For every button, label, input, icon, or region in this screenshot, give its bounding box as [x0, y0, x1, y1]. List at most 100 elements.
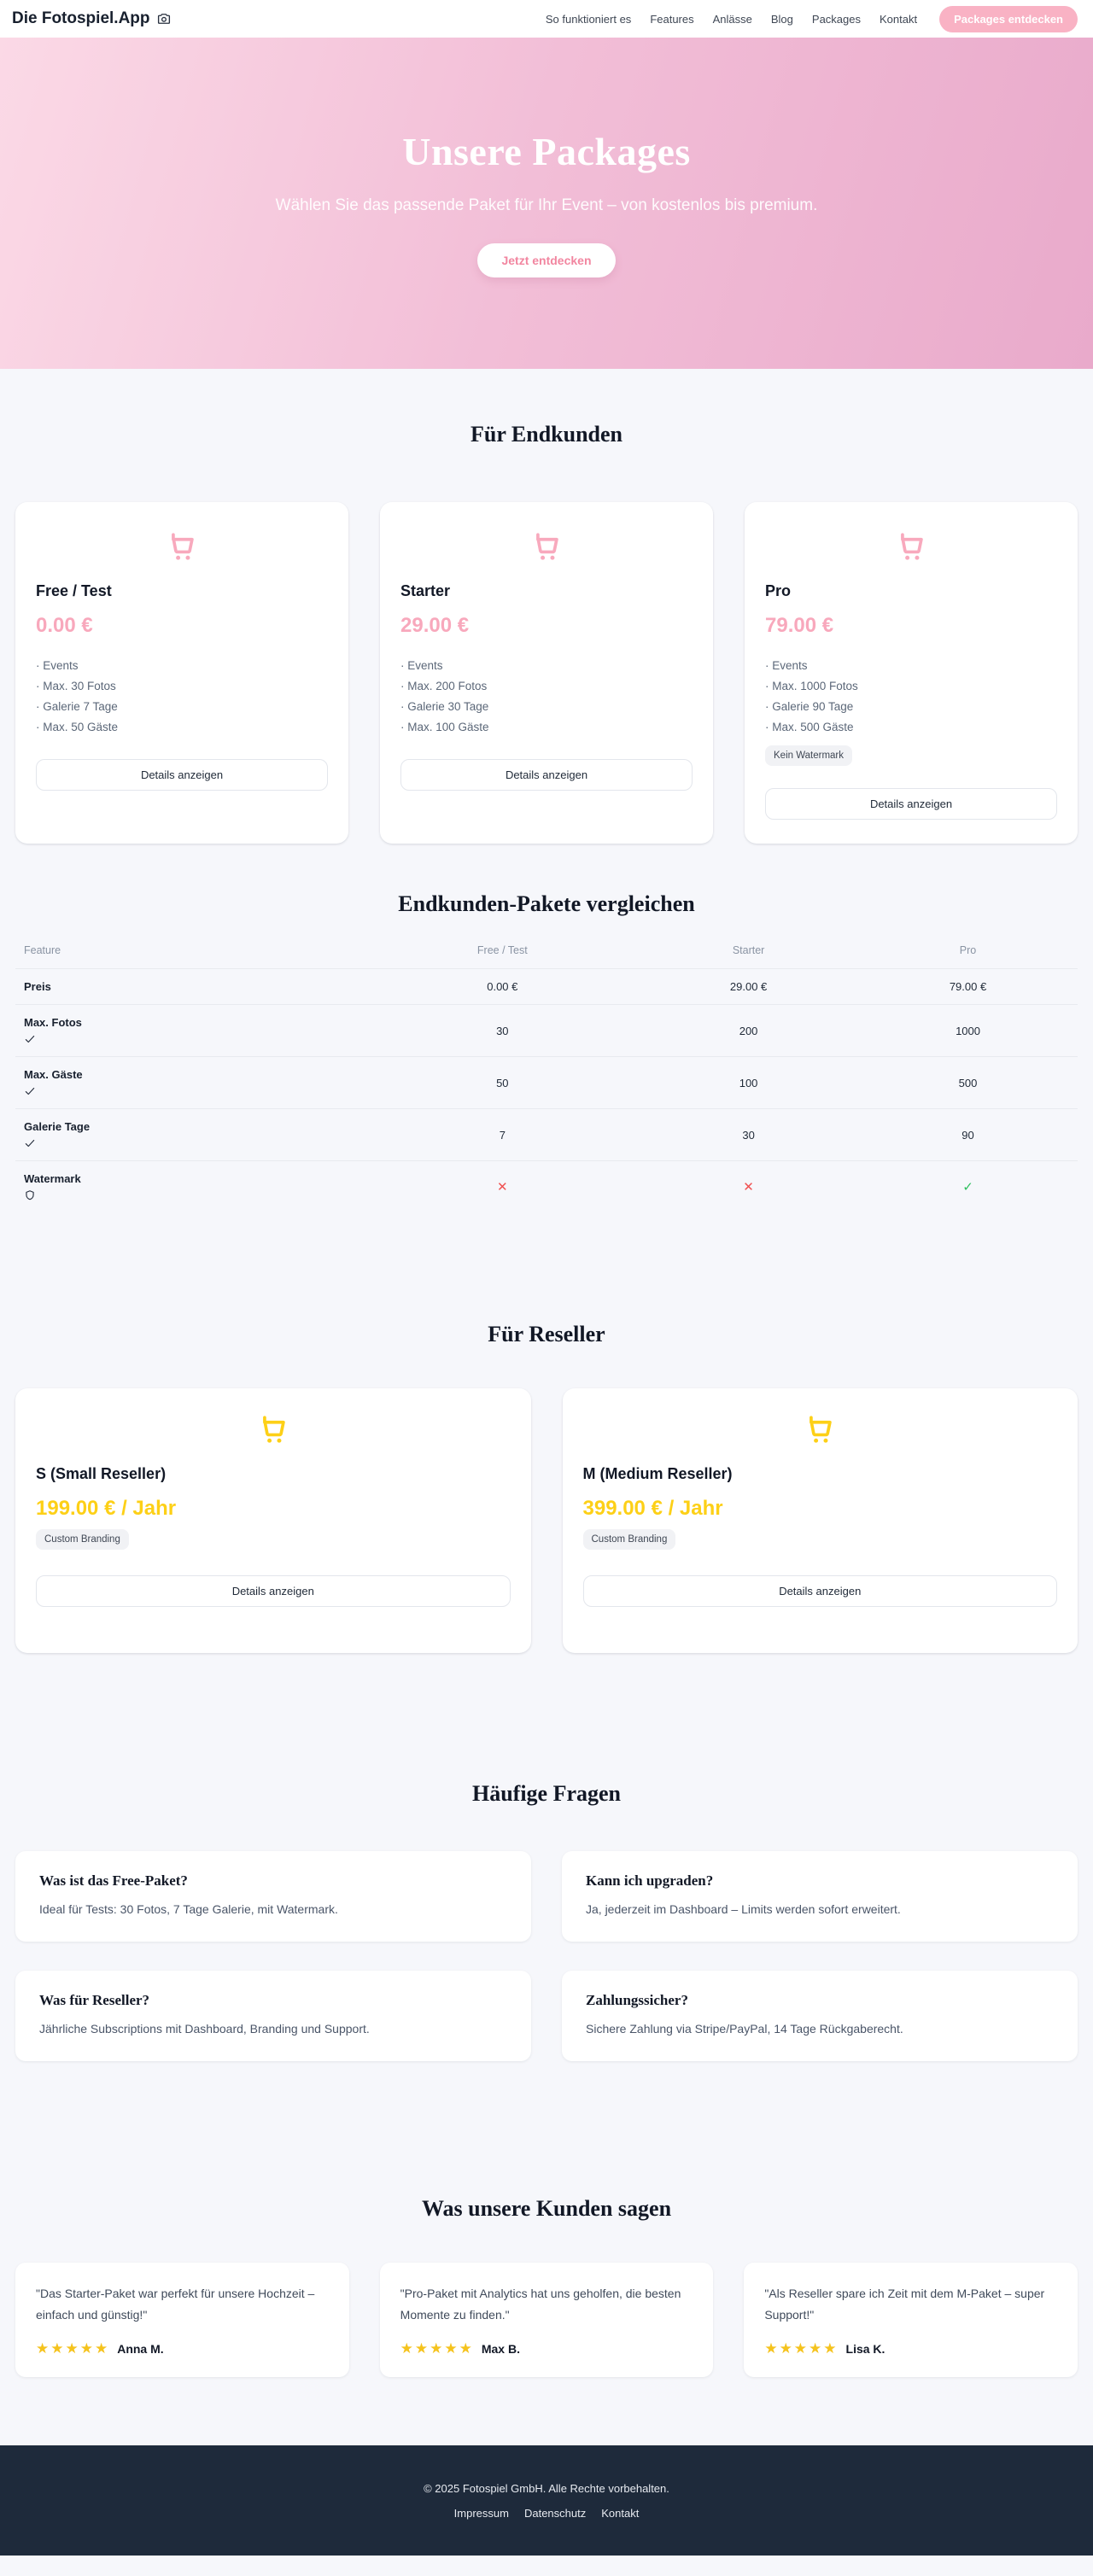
details-anzeigen-button[interactable]: Details anzeigen — [36, 1575, 511, 1607]
page-footer: © 2025 Fotospiel GmbH. Alle Rechte vorbe… — [0, 2445, 1093, 2556]
nav-anlaesse[interactable]: Anlässe — [712, 12, 752, 26]
feature-item: Max. 30 Fotos — [36, 675, 328, 696]
cart-icon — [262, 1416, 285, 1443]
logo-text: Die Fotospiel.App — [12, 9, 150, 27]
faq-card: Was für Reseller? Jährliche Subscription… — [15, 1971, 531, 2061]
cell-value: 90 — [858, 1108, 1078, 1161]
cart-icon — [901, 533, 923, 560]
shield-icon — [26, 1190, 34, 1200]
feature-item: Galerie 90 Tage — [765, 696, 1057, 716]
table-row-max-fotos: Max. Fotos 30 200 1000 — [15, 1004, 1078, 1057]
package-price: 29.00 € — [400, 614, 470, 637]
feature-item: Max. 100 Gäste — [400, 716, 693, 737]
vergleich-heading: Endkunden-Pakete vergleichen — [398, 891, 695, 916]
column-header-pro: Pro — [959, 944, 977, 956]
column-header-free: Free / Test — [476, 944, 528, 956]
testimonials-heading: Was unsere Kunden sagen — [421, 2196, 672, 2221]
cell-value: 1000 — [858, 1004, 1078, 1057]
cell-value: 500 — [858, 1056, 1078, 1109]
table-row-max-gaeste: Max. Gäste 50 100 500 — [15, 1056, 1078, 1109]
packages-entdecken-button[interactable]: Packages entdecken — [939, 5, 1078, 32]
cart-icon — [536, 533, 558, 560]
package-card-free: Free / Test 0.00 € Events Max. 30 Fotos … — [15, 502, 348, 844]
row-label: Galerie Tage — [24, 1120, 91, 1133]
package-title: Starter — [400, 582, 451, 599]
cell-value: 29.00 € — [639, 968, 859, 1005]
nav-packages[interactable]: Packages — [811, 12, 861, 26]
feature-item: Galerie 30 Tage — [400, 696, 693, 716]
cell-value: 30 — [639, 1108, 859, 1161]
testimonial-quote: "Als Reseller spare ich Zeit mit dem M-P… — [764, 2287, 1045, 2322]
testimonial-name: Max B. — [481, 2342, 520, 2356]
package-card-m-reseller: M (Medium Reseller) 399.00 € / Jahr Cust… — [562, 1388, 1078, 1653]
feature-item: Max. 500 Gäste — [765, 716, 1057, 737]
hero-title: Unsere Packages — [402, 129, 691, 173]
package-feature-list: Events Max. 30 Fotos Galerie 7 Tage Max.… — [36, 655, 328, 737]
camera-icon — [157, 14, 170, 24]
faq-card: Was ist das Free-Paket? Ideal für Tests:… — [15, 1851, 531, 1942]
testimonial-card: "Als Reseller spare ich Zeit mit dem M-P… — [744, 2263, 1078, 2377]
package-price: 399.00 € / Jahr — [582, 1497, 723, 1520]
reseller-card-grid: S (Small Reseller) 199.00 € / Jahr Custo… — [15, 1388, 1078, 1653]
package-feature-list: Events Max. 1000 Fotos Galerie 90 Tage M… — [765, 655, 1057, 737]
cross-icon: ✕ — [497, 1180, 508, 1195]
faq-card: Kann ich upgraden? Ja, jederzeit im Dash… — [562, 1851, 1078, 1942]
package-comparison-table: Feature Free / Test Starter Pro Preis 0.… — [15, 932, 1078, 1212]
cart-icon — [810, 1416, 832, 1443]
row-label: Watermark — [24, 1172, 81, 1185]
faq-question: Was für Reseller? — [39, 1992, 150, 2008]
details-anzeigen-button[interactable]: Details anzeigen — [765, 788, 1057, 820]
testimonial-card: "Pro-Paket mit Analytics hat uns geholfe… — [379, 2263, 714, 2377]
hero-subtitle: Wählen Sie das passende Paket für Ihr Ev… — [275, 196, 818, 214]
nav-blog[interactable]: Blog — [770, 12, 793, 26]
package-title: S (Small Reseller) — [36, 1465, 167, 1482]
cross-icon: ✕ — [743, 1180, 754, 1195]
top-navigation-bar: Die Fotospiel.App So funktioniert es Fea… — [0, 0, 1093, 38]
footer-links: Impressum Datenschutz Kontakt — [454, 2507, 640, 2520]
details-anzeigen-button[interactable]: Details anzeigen — [582, 1575, 1057, 1607]
table-row-preis: Preis 0.00 € 29.00 € 79.00 € — [15, 968, 1078, 1005]
column-header-feature: Feature — [24, 944, 61, 956]
check-icon — [25, 1035, 35, 1043]
cell-value: 79.00 € — [858, 968, 1078, 1005]
details-anzeigen-button[interactable]: Details anzeigen — [36, 759, 328, 791]
endkunden-heading: Für Endkunden — [470, 422, 622, 447]
feature-item: Max. 50 Gäste — [36, 716, 328, 737]
kein-watermark-badge: Kein Watermark — [765, 745, 853, 766]
nav-features[interactable]: Features — [650, 12, 694, 26]
main-nav: So funktioniert es Features Anlässe Blog… — [545, 5, 1078, 32]
faq-answer: Ja, jederzeit im Dashboard – Limits werd… — [586, 1902, 901, 1916]
feature-item: Events — [36, 655, 328, 675]
testimonial-grid: "Das Starter-Paket war perfekt für unser… — [15, 2263, 1078, 2377]
testimonial-name: Anna M. — [117, 2342, 164, 2356]
app-logo[interactable]: Die Fotospiel.App — [12, 9, 172, 28]
package-card-s-reseller: S (Small Reseller) 199.00 € / Jahr Custo… — [15, 1388, 531, 1653]
testimonial-name: Lisa K. — [845, 2342, 886, 2356]
package-title: Pro — [765, 582, 792, 599]
cell-value: 0.00 € — [365, 968, 640, 1005]
footer-link-datenschutz[interactable]: Datenschutz — [523, 2506, 587, 2520]
feature-item: Galerie 7 Tage — [36, 696, 328, 716]
feature-item: Events — [400, 655, 693, 675]
package-title: M (Medium Reseller) — [582, 1465, 733, 1482]
endkunden-card-grid: Free / Test 0.00 € Events Max. 30 Fotos … — [15, 502, 1078, 844]
jetzt-entdecken-button[interactable]: Jetzt entdecken — [477, 243, 616, 278]
feature-item: Max. 200 Fotos — [400, 675, 693, 696]
cart-icon — [172, 533, 194, 560]
faq-question: Kann ich upgraden? — [586, 1872, 714, 1889]
faq-answer: Sichere Zahlung via Stripe/PayPal, 14 Ta… — [586, 2022, 903, 2036]
cell-value: 30 — [365, 1004, 640, 1057]
row-label: Preis — [24, 980, 51, 993]
reseller-heading: Für Reseller — [488, 1322, 605, 1346]
package-price: 0.00 € — [36, 614, 93, 637]
feature-item: Max. 1000 Fotos — [765, 675, 1057, 696]
details-anzeigen-button[interactable]: Details anzeigen — [400, 759, 693, 791]
package-card-pro: Pro 79.00 € Events Max. 1000 Fotos Galer… — [745, 502, 1078, 844]
nav-so-funktioniert-es[interactable]: So funktioniert es — [545, 12, 632, 26]
nav-kontakt[interactable]: Kontakt — [880, 12, 918, 26]
column-header-starter: Starter — [732, 944, 765, 956]
footer-link-impressum[interactable]: Impressum — [453, 2506, 509, 2520]
footer-link-kontakt[interactable]: Kontakt — [601, 2506, 640, 2520]
package-price: 79.00 € — [765, 614, 834, 637]
faq-answer: Ideal für Tests: 30 Fotos, 7 Tage Galeri… — [39, 1902, 338, 1916]
